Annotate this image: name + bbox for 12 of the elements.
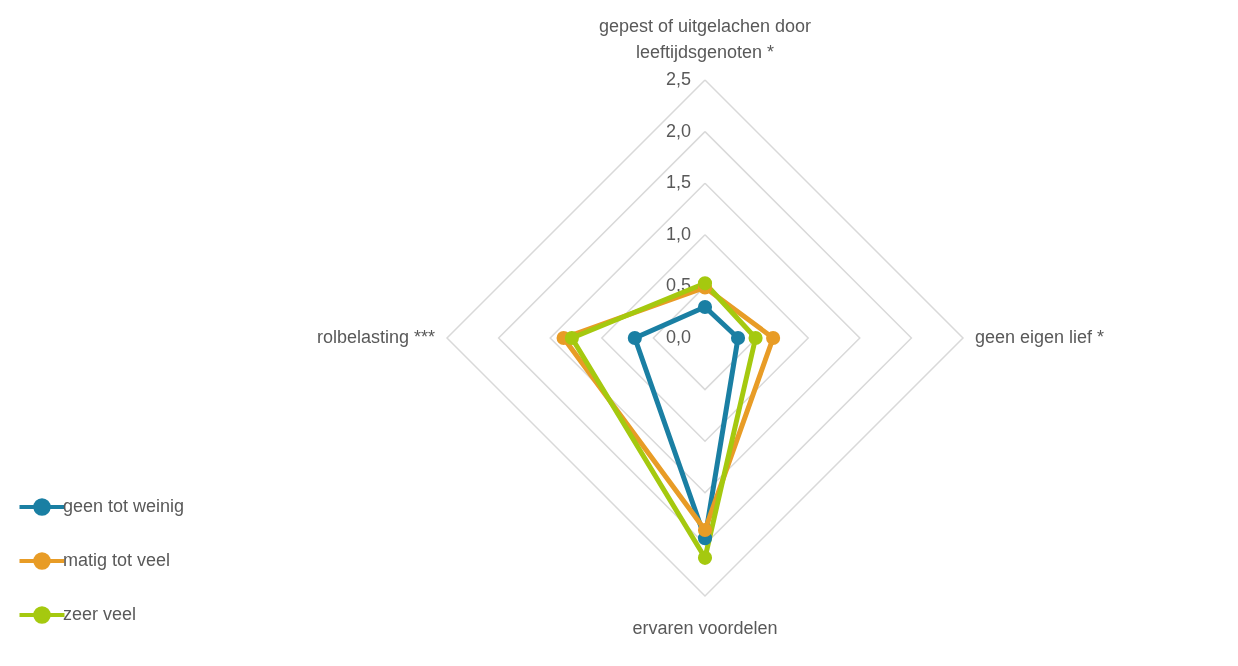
legend-label: zeer veel bbox=[63, 604, 137, 624]
legend-label: matig tot veel bbox=[63, 550, 171, 570]
spoke-label: rolbelasting *** bbox=[316, 327, 435, 347]
spoke-label: geen eigen lief * bbox=[975, 327, 1105, 347]
y-tick-label: 1,5 bbox=[665, 172, 691, 193]
y-tick-label: 1,0 bbox=[665, 223, 691, 244]
y-tick-label: 2,0 bbox=[665, 120, 691, 141]
legend-label: geen tot weinig bbox=[63, 496, 185, 516]
spoke-label: ervaren voordelen bbox=[632, 618, 778, 638]
spoke-label: gepest of uitgelachen door leeftijdsgenoten * bbox=[598, 16, 812, 62]
y-tick-label: 0,0 bbox=[665, 327, 691, 347]
y-tick-label: 2,5 bbox=[665, 69, 691, 89]
